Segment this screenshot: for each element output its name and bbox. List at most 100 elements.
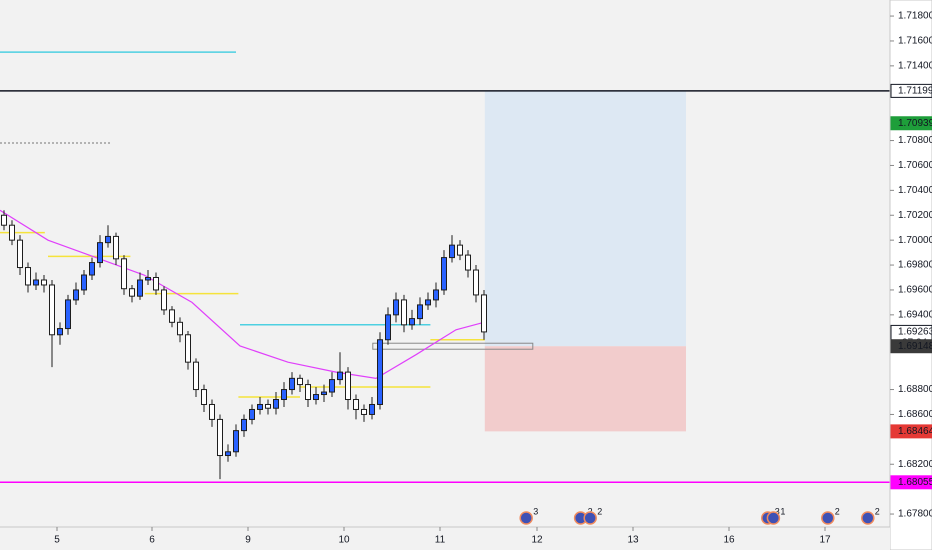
candle-body [41,279,47,286]
candle-body [49,284,55,336]
moving-average [0,209,485,379]
candle-body [201,389,207,405]
price-label-box [890,475,932,490]
event-count: 2 [835,506,840,516]
candle-body [441,257,447,291]
x-tick-label: 13 [627,535,639,546]
event-icon [821,511,835,525]
candle-body [385,314,391,341]
event-count: 3 [533,506,538,516]
candle-body [321,391,327,396]
y-tick-label: 1.70200 [898,210,932,221]
candle-body [377,339,383,405]
candle-body [113,235,119,260]
y-tick-label: 1.70400 [898,185,932,196]
x-tick-label: 6 [149,535,155,546]
loss-zone [484,346,686,432]
x-tick-label: 11 [435,535,446,546]
candle-body [185,334,191,363]
x-tick-label: 17 [819,535,831,546]
candle-body [1,214,7,226]
price-label-box [890,83,932,98]
candle-body [73,289,79,301]
candle-body [97,242,103,264]
x-tick-label: 9 [245,535,251,546]
candle-body [105,235,111,244]
candle-body [257,403,263,410]
candle-body [281,389,287,401]
candle-body [449,244,455,259]
candle-body [417,304,423,320]
candle-body [345,371,351,401]
candle-body [33,279,39,286]
y-tick-label: 1.71800 [898,11,932,22]
event-count: 3 [775,506,780,516]
y-tick-label: 1.68200 [898,459,932,470]
candle-body [217,418,223,457]
candle-body [353,399,359,410]
price-label: 1.71199 [898,86,932,97]
candle-body [169,309,175,323]
y-tick-label: 1.68800 [898,384,932,395]
y-tick-label: 1.68600 [898,409,932,420]
event-count: 2 [875,506,880,516]
time-axis [0,527,890,550]
candle-body [329,379,335,393]
y-tick-label: 1.70600 [898,160,932,171]
candle-body [361,408,367,415]
candle-body [233,430,239,453]
candle-body [17,239,23,269]
candle-body [297,377,303,386]
y-tick-label: 1.69400 [898,309,932,320]
candle-body [409,318,415,326]
price-label: 1.68055 [898,477,932,488]
candle-body [401,299,407,326]
candle-body [289,377,295,391]
event-count: 1 [780,506,785,516]
candle-body [137,279,143,297]
x-tick-label: 5 [54,535,60,546]
candle-body [337,371,343,381]
candle-body [89,262,95,276]
candle-body [465,254,471,271]
y-tick-label: 1.69800 [898,260,932,271]
candle-body [273,399,279,409]
y-tick-label: 1.70800 [898,135,932,146]
candle-body [313,394,319,401]
candle-body [241,418,247,432]
candle-body [9,224,15,241]
candle-body [209,403,215,420]
x-tick-label: 12 [531,535,543,546]
price-label-box [890,424,932,439]
candle-body [161,289,167,311]
candle-body [193,361,199,391]
candle-body [425,299,431,306]
y-tick-label: 1.69600 [898,285,932,296]
candle-body [129,288,135,297]
candle-body [393,299,399,316]
event-icon [766,511,781,525]
candle-body [473,269,479,296]
candle-body [177,321,183,336]
y-tick-label: 1.70000 [898,235,932,246]
candle-body [481,294,487,333]
candle-body [153,277,159,291]
entry-box [372,342,534,350]
price-label-box [890,339,932,354]
candle-body [81,274,87,291]
candle-body [25,267,31,286]
candle-body [369,403,375,415]
event-icon [519,511,533,525]
price-label: 1.69148 [898,341,932,352]
candle-body [225,451,231,457]
candle-body [457,244,463,256]
price-label: 1.70939 [898,118,932,129]
price-label-box [890,116,932,131]
candle-body [433,289,439,301]
y-tick-label: 1.67800 [898,509,932,520]
candle-body [265,403,271,409]
event-icon [861,511,875,525]
y-tick-label: 1.71400 [898,60,932,71]
